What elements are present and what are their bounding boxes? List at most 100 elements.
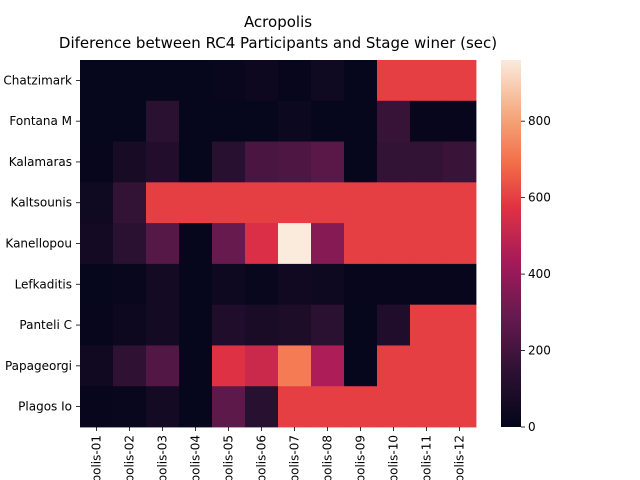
row-label: Panteli C: [19, 318, 72, 332]
column-label: Acropolis-12: [453, 435, 467, 480]
heatmap-cell: [179, 223, 213, 265]
row-label: Plagos Io: [18, 400, 72, 414]
heatmap-cell: [410, 386, 444, 428]
heatmap-cell: [311, 141, 345, 183]
heatmap-cell: [212, 223, 246, 265]
heatmap-cell: [80, 60, 114, 102]
heatmap-cell: [377, 386, 411, 428]
heatmap-cell: [278, 182, 312, 224]
heatmap-cell: [179, 60, 213, 102]
heatmap-cell: [80, 141, 114, 183]
heatmap-cell: [344, 263, 378, 306]
heatmap-cell: [113, 263, 147, 306]
heatmap-cell: [113, 223, 147, 265]
column-label: Acropolis-07: [288, 435, 302, 480]
heatmap-cell: [311, 345, 345, 387]
heatmap-cell: [212, 100, 246, 142]
row-label: Fontana M: [9, 114, 72, 128]
chart-subtitle: Diference between RC4 Participants and S…: [59, 34, 497, 52]
heatmap-cell: [410, 60, 444, 102]
heatmap-cell: [212, 386, 246, 428]
heatmap-cell: [212, 345, 246, 387]
heatmap-cell: [311, 182, 345, 224]
heatmap-cell: [278, 345, 312, 387]
heatmap-cell: [344, 345, 378, 387]
heatmap-cell: [179, 386, 213, 428]
heatmap-cell: [245, 386, 279, 428]
heatmap-cell: [344, 386, 378, 428]
column-labels: Acropolis-01 Acropolis-02 Acropolis-03 Acro…: [90, 427, 467, 480]
heatmap-cell: [377, 223, 411, 265]
heatmap-cell: [344, 304, 378, 346]
heatmap-cell: [443, 386, 477, 428]
heatmap-cell: [278, 263, 312, 306]
heatmap-cell: [410, 182, 444, 224]
row-label: Lefkaditis: [15, 277, 72, 291]
heatmap-cell: [245, 141, 279, 183]
heatmap-cell: [80, 263, 114, 306]
heatmap-cell: [146, 304, 180, 346]
heatmap-cell: [311, 263, 345, 306]
heatmap-cell: [377, 60, 411, 102]
heatmap-cell: [146, 223, 180, 265]
heatmap-cell: [344, 141, 378, 183]
colorbar-tick-label: 400: [528, 267, 551, 281]
heatmap-cell: [113, 345, 147, 387]
heatmap-cell: [146, 60, 180, 102]
heatmap-cell: [245, 60, 279, 102]
column-label: Acropolis-04: [189, 435, 203, 480]
heatmap-cell: [146, 386, 180, 428]
heatmap-cell: [179, 263, 213, 306]
column-label: Acropolis-03: [156, 435, 170, 480]
heatmap-cell: [80, 223, 114, 265]
heatmap-cell: [212, 182, 246, 224]
heatmap-cell: [311, 60, 345, 102]
heatmap-cell: [146, 263, 180, 306]
colorbar-tick-label: 800: [528, 114, 551, 128]
heatmap-cell: [443, 182, 477, 224]
heatmap-cell: [113, 386, 147, 428]
row-labels: Chatzimark Fontana M Kalamaras Kaltsounis K…: [3, 73, 80, 414]
heatmap-cell: [212, 304, 246, 346]
column-label: Acropolis-05: [222, 435, 236, 480]
heatmap-cell: [113, 182, 147, 224]
heatmap-cell: [344, 223, 378, 265]
heatmap-cell: [146, 100, 180, 142]
column-label: Acropolis-09: [354, 435, 368, 480]
heatmap-cell: [179, 182, 213, 224]
heatmap-cell: [113, 60, 147, 102]
heatmap-cell: [410, 141, 444, 183]
heatmap-cell: [179, 141, 213, 183]
heatmap-cell: [212, 60, 246, 102]
heatmap-cell: [410, 100, 444, 142]
heatmap-cell: [311, 386, 345, 428]
heatmap-cell: [146, 182, 180, 224]
heatmap-cell: [278, 386, 312, 428]
heatmap-cell: [113, 141, 147, 183]
heatmap-cell: [443, 100, 477, 142]
row-label: Kanellopou: [5, 237, 72, 251]
row-label: Chatzimark: [3, 73, 72, 87]
heatmap-cell: [146, 345, 180, 387]
heatmap-cell: [410, 263, 444, 306]
heatmap-cell: [278, 60, 312, 102]
heatmap-cell: [311, 100, 345, 142]
heatmap-cell: [344, 60, 378, 102]
heatmap-cell: [80, 182, 114, 224]
heatmap-cell: [212, 263, 246, 306]
heatmap-cell: [377, 345, 411, 387]
heatmap-cell: [80, 386, 114, 428]
heatmap-cells: [80, 60, 477, 428]
colorbar: [501, 60, 521, 427]
column-label: Acropolis-06: [255, 435, 269, 480]
colorbar-ticks: 0 200 400 600 800: [521, 114, 551, 434]
heatmap-cell: [377, 182, 411, 224]
colorbar-tick-label: 600: [528, 191, 551, 205]
heatmap-cell: [377, 263, 411, 306]
heatmap-cell: [278, 223, 312, 265]
heatmap-cell: [443, 304, 477, 346]
heatmap-cell: [311, 223, 345, 265]
row-label: Papageorgi: [5, 359, 72, 373]
heatmap-cell: [443, 60, 477, 102]
